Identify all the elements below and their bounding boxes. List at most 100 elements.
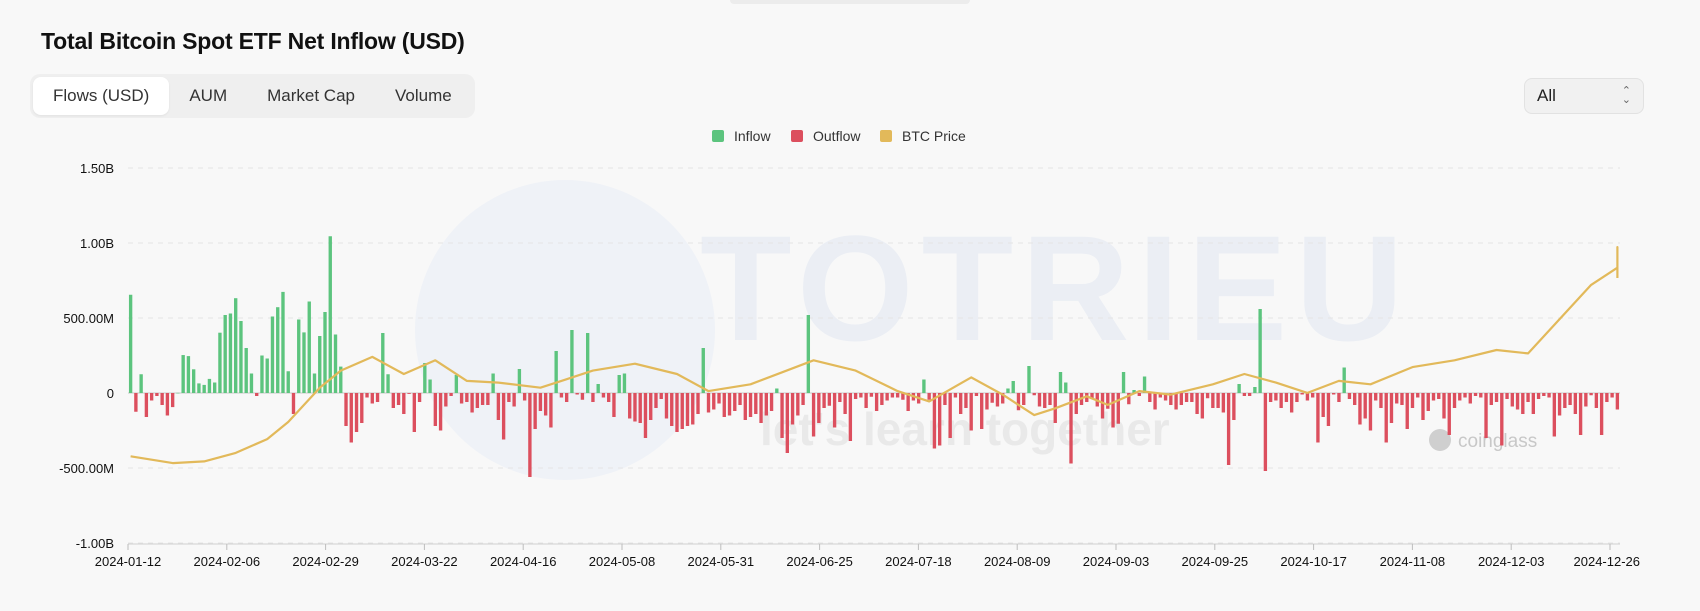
outflow-bar xyxy=(727,393,732,416)
x-tick-label: 2024-03-22 xyxy=(391,554,458,569)
outflow-bar xyxy=(1242,393,1247,396)
inflow-bar xyxy=(1006,388,1010,393)
outflow-bar xyxy=(1169,393,1173,405)
outflow-bar xyxy=(1500,393,1504,446)
outflow-bar xyxy=(1400,393,1404,405)
btc-price-line xyxy=(130,246,1619,465)
outflow-bar xyxy=(543,393,548,416)
inflow-bar xyxy=(207,378,212,393)
outflow-bar xyxy=(628,393,632,419)
tab-market-cap[interactable]: Market Cap xyxy=(267,86,355,105)
inflow-bar xyxy=(234,298,238,393)
outflow-bar xyxy=(1200,393,1205,419)
inflow-bar xyxy=(1142,376,1147,393)
time-range-select[interactable]: All ⌃ ⌄ xyxy=(1524,78,1644,114)
inflow-bar xyxy=(333,334,338,393)
outflow-bar xyxy=(1100,393,1105,419)
inflow-bar xyxy=(1132,390,1136,393)
x-tick-label: 2024-04-16 xyxy=(490,554,557,569)
inflow-bar xyxy=(775,388,779,393)
outflow-bar xyxy=(1127,393,1131,405)
outflow-bar xyxy=(149,393,154,401)
outflow-bar xyxy=(1332,393,1336,395)
outflow-bar xyxy=(895,393,900,398)
outflow-bar xyxy=(549,393,553,428)
outflow-bar xyxy=(1379,393,1383,408)
inflow-bar xyxy=(428,379,432,393)
outflow-bar xyxy=(1090,393,1094,399)
coinglass-watermark: coinglass xyxy=(1458,431,1537,452)
outflow-bar xyxy=(853,393,858,399)
outflow-bar xyxy=(1447,393,1451,435)
inflow-bar xyxy=(806,315,811,393)
outflow-bar xyxy=(370,393,374,404)
outflow-bar xyxy=(1484,393,1488,438)
outflow-bar xyxy=(1190,393,1194,402)
inflow-bar xyxy=(191,369,196,393)
outflow-bar xyxy=(649,393,653,420)
outflow-bar xyxy=(1085,393,1089,402)
outflow-bar xyxy=(591,393,595,402)
outflow-bar xyxy=(1510,393,1514,407)
outflow-bar xyxy=(664,393,669,419)
outflow-bar xyxy=(528,393,532,477)
inflow-bar xyxy=(570,330,574,393)
x-tick-label: 2024-02-29 xyxy=(292,554,359,569)
y-tick-label: 1.00B xyxy=(80,236,114,251)
outflow-bar xyxy=(785,393,789,453)
x-tick-label: 2024-12-03 xyxy=(1478,554,1545,569)
outflow-bar xyxy=(764,393,768,416)
outflow-bar xyxy=(1395,393,1399,404)
outflow-bar xyxy=(1048,393,1052,405)
outflow-bar xyxy=(948,393,952,438)
outflow-bar xyxy=(1479,393,1483,398)
outflow-bar xyxy=(943,393,947,405)
outflow-bar xyxy=(480,393,485,405)
outflow-bar xyxy=(412,393,416,432)
outflow-bar xyxy=(1326,393,1331,426)
outflow-bar xyxy=(144,393,149,417)
outflow-bar xyxy=(391,393,395,408)
outflow-bar xyxy=(1589,393,1593,396)
inflow-bar xyxy=(554,351,558,393)
outflow-bar xyxy=(1016,393,1021,411)
outflow-bar xyxy=(980,393,984,429)
outflow-bar xyxy=(1416,393,1420,398)
tab-aum[interactable]: AUM xyxy=(189,86,228,105)
watermark-logo-icon xyxy=(415,180,715,480)
inflow-bar xyxy=(1342,367,1346,393)
outflow-bar xyxy=(1163,393,1168,401)
inflow-bar xyxy=(286,371,290,393)
tab-volume[interactable]: Volume xyxy=(395,86,452,105)
x-tick-label: 2024-09-03 xyxy=(1083,554,1150,569)
time-range-value: All xyxy=(1537,86,1556,105)
tab-flows[interactable]: Flows (USD) xyxy=(33,77,170,115)
outflow-bar xyxy=(1452,393,1457,408)
inflow-bar xyxy=(318,336,322,393)
outflow-bar xyxy=(801,393,805,405)
outflow-bar xyxy=(1584,393,1588,407)
outflow-bar xyxy=(1001,393,1005,404)
outflow-bar xyxy=(959,393,963,414)
bars xyxy=(128,236,1620,477)
outflow-bar xyxy=(1557,393,1562,416)
outflow-bar xyxy=(691,393,695,425)
inflow-bar xyxy=(260,355,264,393)
outflow-bar xyxy=(438,393,443,431)
outflow-bar xyxy=(1043,393,1047,408)
outflow-bar xyxy=(1158,393,1162,398)
outflow-bar xyxy=(1463,393,1467,398)
outflow-bar xyxy=(838,393,842,402)
outflow-bar xyxy=(360,393,364,423)
inflow-bar xyxy=(244,348,248,393)
legend-swatch-outflow xyxy=(791,130,803,142)
outflow-bar xyxy=(559,393,564,398)
outflow-bar xyxy=(1473,393,1478,396)
inflow-bar xyxy=(249,373,254,393)
outflow-bar xyxy=(1284,393,1289,402)
outflow-bar xyxy=(633,393,637,422)
inflow-bar xyxy=(223,315,227,393)
outflow-bar xyxy=(811,393,816,437)
top-drag-handle[interactable] xyxy=(730,0,970,4)
inflow-bar xyxy=(517,369,522,393)
